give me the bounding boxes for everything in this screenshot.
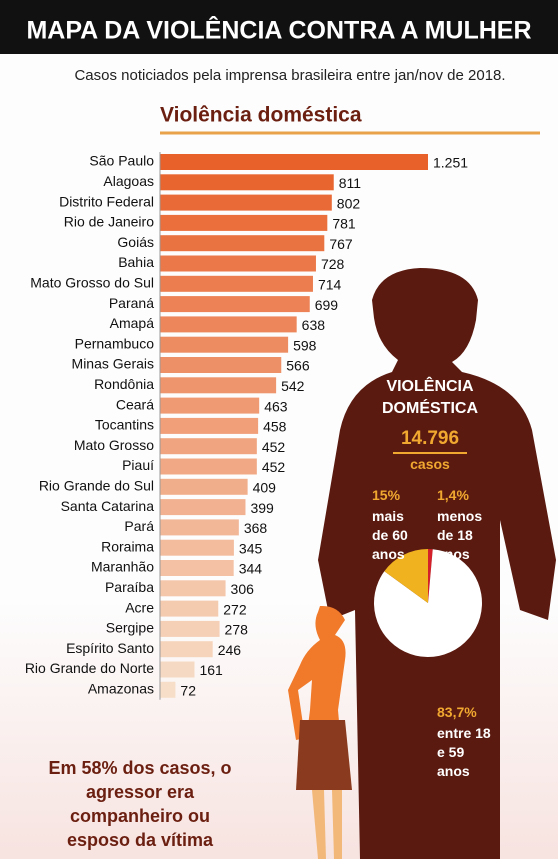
bar — [160, 560, 234, 576]
bar — [160, 195, 332, 211]
infographic: MAPA DA VIOLÊNCIA CONTRA A MULHER Casos … — [0, 0, 558, 859]
value-label: 345 — [239, 540, 263, 556]
value-label: 161 — [199, 662, 223, 678]
category-label: Mato Grosso do Sul — [30, 275, 154, 291]
bar — [160, 357, 281, 373]
bar — [160, 438, 257, 454]
slice-value-label: 1,4% — [437, 487, 469, 503]
category-label: Paraíba — [105, 579, 154, 595]
category-label: Mato Grosso — [74, 437, 154, 453]
value-label: 781 — [332, 216, 356, 232]
category-label: Amazonas — [88, 681, 154, 697]
value-label: 278 — [225, 622, 249, 638]
bar — [160, 519, 239, 535]
value-label: 699 — [315, 297, 339, 313]
bar — [160, 174, 334, 190]
bar — [160, 621, 220, 637]
value-label: 72 — [180, 683, 196, 699]
category-label: Alagoas — [103, 173, 154, 189]
slice-category-label: menos de 18 anos — [437, 507, 493, 564]
value-label: 409 — [253, 480, 277, 496]
value-label: 399 — [250, 500, 274, 516]
value-label: 714 — [318, 277, 342, 293]
value-label: 767 — [329, 236, 353, 252]
bar — [160, 215, 327, 231]
bar — [160, 398, 259, 414]
woman-skirt — [296, 720, 352, 790]
category-label: Minas Gerais — [72, 356, 154, 372]
category-label: Roraima — [101, 538, 154, 554]
bar — [160, 256, 316, 272]
bar — [160, 682, 175, 698]
category-label: Rio Grande do Norte — [25, 660, 154, 676]
bar — [160, 540, 234, 556]
category-label: Rio de Janeiro — [64, 214, 154, 230]
category-label: Pernambuco — [75, 335, 155, 351]
bar — [160, 641, 213, 657]
bar — [160, 235, 324, 251]
value-label: 272 — [223, 601, 247, 617]
category-label: Bahia — [118, 254, 154, 270]
section-title: Violência doméstica — [160, 104, 362, 127]
bar — [160, 296, 310, 312]
value-label: 458 — [263, 419, 287, 435]
category-label: Sergipe — [106, 620, 154, 636]
value-label: 1.251 — [433, 155, 468, 171]
value-label: 542 — [281, 378, 305, 394]
total: 14.796 — [370, 428, 490, 450]
value-label: 452 — [262, 459, 286, 475]
bar — [160, 459, 257, 475]
bar — [160, 479, 248, 495]
category-label: Ceará — [116, 396, 154, 412]
woman-legs — [312, 790, 342, 859]
value-label: 368 — [244, 520, 268, 536]
category-label: Amapá — [110, 315, 155, 331]
category-label: Rondônia — [94, 376, 154, 392]
bar — [160, 316, 297, 332]
category-label: Acre — [125, 599, 154, 615]
value-label: 811 — [339, 175, 362, 191]
value-label: 566 — [286, 358, 310, 374]
category-label: Paraná — [109, 295, 154, 311]
category-label: Piauí — [122, 457, 154, 473]
category-label: Goiás — [117, 234, 154, 250]
value-label: 306 — [231, 581, 255, 597]
slice-value-label: 15% — [372, 487, 400, 503]
category-label: Rio Grande do Sul — [39, 478, 154, 494]
slice-category-label: mais de 60 anos — [372, 507, 412, 564]
category-label: São Paulo — [89, 153, 154, 169]
bar — [160, 377, 276, 393]
bar — [160, 499, 245, 515]
category-label: Espírito Santo — [66, 640, 154, 656]
category-label: Tocantins — [95, 417, 154, 433]
bar — [160, 276, 313, 292]
category-label: Maranhão — [91, 559, 154, 575]
bar — [160, 580, 226, 596]
value-label: 598 — [293, 337, 317, 353]
category-label: Santa Catarina — [61, 498, 155, 514]
bar — [160, 337, 288, 353]
value-label: 344 — [239, 561, 263, 577]
category-label: Distrito Federal — [59, 193, 154, 209]
category-label: Pará — [124, 518, 154, 534]
title: MAPA DA VIOLÊNCIA CONTRA A MULHER — [26, 15, 531, 45]
value-label: 452 — [262, 439, 286, 455]
bar — [160, 601, 218, 617]
subtitle: Casos noticiados pela imprensa brasileir… — [74, 67, 505, 84]
bar — [160, 662, 194, 678]
slice-value-label: 83,7% — [437, 704, 477, 720]
value-label: 463 — [264, 398, 288, 414]
bar — [160, 154, 428, 170]
slice-category-label: entre 18 e 59 anos — [437, 724, 493, 781]
bar — [160, 418, 258, 434]
value-label: 802 — [337, 195, 361, 211]
value-label: 638 — [302, 317, 326, 333]
value-label: 728 — [321, 256, 345, 272]
annotation: Em 58% dos casos, o agressor era companh… — [40, 756, 240, 852]
total-unit: casos — [370, 456, 490, 472]
value-label: 246 — [218, 642, 242, 658]
pie-title: VIOLÊNCIA DOMÉSTICA — [370, 376, 490, 420]
